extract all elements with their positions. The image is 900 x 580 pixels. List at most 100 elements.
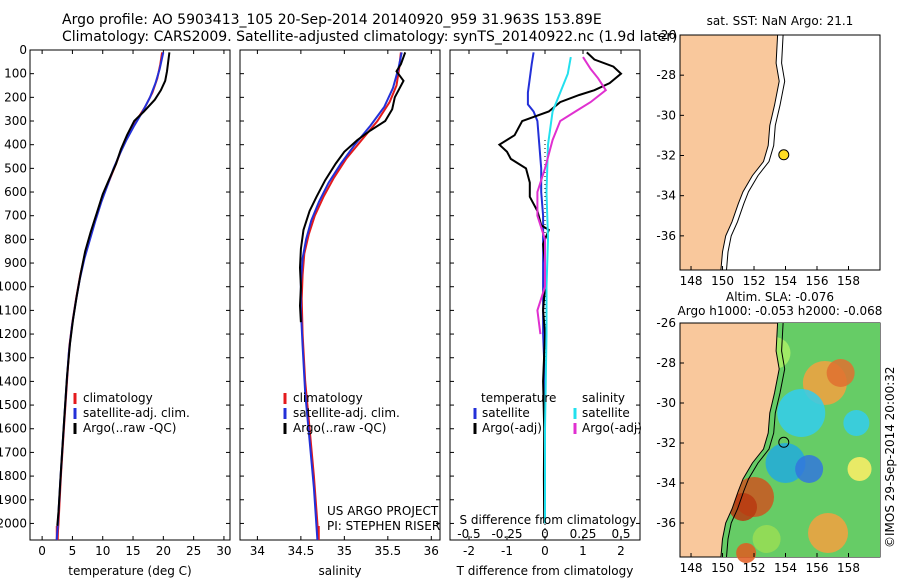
legend-label: satellite: [582, 406, 630, 420]
x-tick-label: 25: [186, 544, 201, 558]
map-map_top: [679, 34, 881, 271]
y-tick-label: -34: [656, 189, 676, 203]
x-tick-label: 0: [38, 544, 46, 558]
float-position-marker: [778, 436, 790, 448]
depth-contour: [726, 322, 786, 558]
y-tick-label: -30: [656, 108, 676, 122]
sla-anomaly: [808, 513, 849, 553]
x-tick-label: 158: [837, 274, 860, 288]
y-tick-label: -26: [656, 28, 676, 42]
y-tick-label: 300: [4, 114, 27, 128]
y-tick-label: 1000: [0, 280, 27, 294]
panel-frame: [239, 49, 441, 541]
sla-anomaly: [843, 410, 870, 436]
y-tick-label: -36: [656, 229, 676, 243]
y-tick-label: 600: [4, 185, 27, 199]
legend-label: satellite: [482, 406, 530, 420]
y-tick-label: -34: [656, 476, 676, 490]
y-tick-label: 1800: [0, 469, 27, 483]
map-bottom-title-1: Altim. SLA: -0.076: [726, 290, 834, 304]
legend-label: satellite-adj. clim.: [83, 406, 190, 420]
annotation-project: US ARGO PROJECT: [327, 504, 439, 518]
series-line-4: [536, 56, 608, 335]
x-tick-label: 34.5: [288, 544, 315, 558]
x-tick-label: 30: [216, 544, 231, 558]
x-tick-label: 35.5: [374, 544, 401, 558]
y-tick-label: -28: [656, 68, 676, 82]
legend-label: climatology: [293, 391, 363, 405]
x-tick-label: 5: [69, 544, 77, 558]
x-tick-label: 148: [680, 274, 703, 288]
x-tick-label: 152: [743, 561, 766, 575]
y-tick-label: 0: [19, 43, 27, 57]
x2-axis-label: S difference from climatology: [460, 513, 637, 527]
y-tick-label: 900: [4, 256, 27, 270]
legend-label: satellite-adj. clim.: [293, 406, 400, 420]
y-tick-label: 1500: [0, 398, 27, 412]
land-mass: [679, 322, 780, 558]
series-line-3: [298, 52, 407, 323]
x-tick-label: 10: [95, 544, 110, 558]
y-tick-label: -32: [656, 149, 676, 163]
y-tick-label: 400: [4, 138, 27, 152]
legend-label: Argo(-adj): [482, 421, 542, 435]
legend-title-salinity: salinity: [582, 391, 625, 405]
land-mass: [679, 34, 780, 271]
y-tick-label: 800: [4, 232, 27, 246]
y-tick-label: 500: [4, 161, 27, 175]
x2-tick-label: -0.25: [491, 527, 522, 541]
series-line-3: [56, 52, 171, 526]
legend-title-temperature: temperature: [481, 391, 556, 405]
x-tick-label: 154: [774, 561, 797, 575]
panel-3: [449, 49, 641, 541]
y-tick-label: 1400: [0, 374, 27, 388]
y-tick-label: -26: [656, 316, 676, 330]
sla-anomaly: [795, 455, 824, 483]
x2-tick-label: 0.25: [570, 527, 597, 541]
map-bottom-title-2: Argo h1000: -0.053 h2000: -0.068: [678, 304, 883, 318]
sla-anomaly: [826, 359, 855, 387]
y-tick-label: 1700: [0, 445, 27, 459]
y-tick-label: 1200: [0, 327, 27, 341]
y-tick-label: 2000: [0, 516, 27, 530]
sla-anomaly: [752, 525, 781, 553]
sla-anomaly: [777, 389, 826, 437]
y-tick-label: 1900: [0, 493, 27, 507]
y-tick-label: -32: [656, 436, 676, 450]
y-tick-label: -28: [656, 356, 676, 370]
legend-label: climatology: [83, 391, 153, 405]
x-tick-label: -2: [463, 544, 475, 558]
y-tick-label: 700: [4, 209, 27, 223]
x-tick-label: 152: [743, 274, 766, 288]
depth-contour: [726, 34, 786, 271]
sla-anomaly: [765, 443, 806, 483]
y-tick-label: 1600: [0, 422, 27, 436]
y-tick-label: 100: [4, 67, 27, 81]
series-line-2: [299, 52, 403, 541]
x-tick-label: 156: [806, 274, 829, 288]
x-tick-label: 20: [156, 544, 171, 558]
imos-stamp: ©IMOS 29-Sep-2014 20:00:32: [883, 366, 897, 548]
x-tick-label: 148: [680, 561, 703, 575]
series-line-1: [300, 52, 402, 541]
y-tick-label: -36: [656, 516, 676, 530]
panel-frame: [29, 49, 231, 541]
legend-label: Argo(-adj): [582, 421, 642, 435]
y-tick-label: -30: [656, 396, 676, 410]
x-tick-label: -1: [501, 544, 513, 558]
panel-1: [29, 49, 231, 541]
x2-tick-label: 0.5: [611, 527, 630, 541]
float-position-marker: [778, 149, 790, 161]
x-axis-label: temperature (deg C): [68, 564, 191, 578]
x-tick-label: 1: [579, 544, 587, 558]
x-tick-label: 150: [711, 561, 734, 575]
x-tick-label: 0: [541, 544, 549, 558]
map-map_bottom: [679, 322, 881, 563]
sla-anomaly: [847, 457, 872, 481]
series-line-2: [497, 51, 623, 524]
header-line-2: Climatology: CARS2009. Satellite-adjuste…: [62, 29, 678, 45]
x-tick-label: 158: [837, 561, 860, 575]
sla-anomaly: [728, 493, 757, 521]
